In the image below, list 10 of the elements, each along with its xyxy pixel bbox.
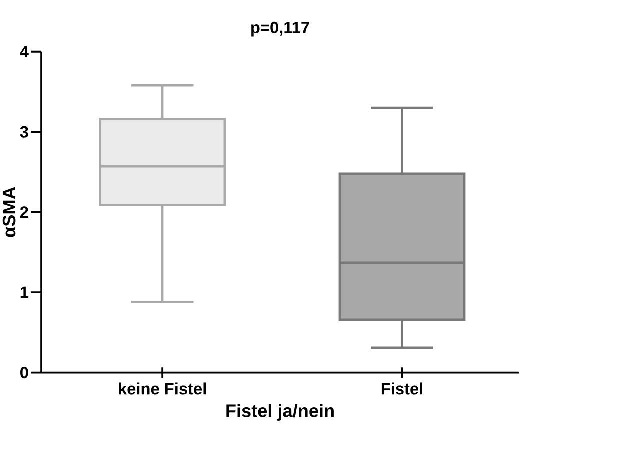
chart-title: p=0,117 — [252, 22, 310, 37]
y-tick-label: 0 — [20, 367, 28, 379]
y-tick-label: 2 — [20, 206, 28, 218]
x-tick-label: keine Fistel — [119, 382, 206, 395]
y-tick-label: 1 — [20, 287, 29, 298]
x-axis-title: Fistel ja/nein — [226, 404, 334, 422]
x-tick-label: Fistel — [382, 382, 422, 395]
y-axis-title: αSMA — [2, 187, 16, 238]
y-tick-label: 3 — [20, 126, 28, 138]
y-tick-label: 4 — [20, 46, 29, 58]
